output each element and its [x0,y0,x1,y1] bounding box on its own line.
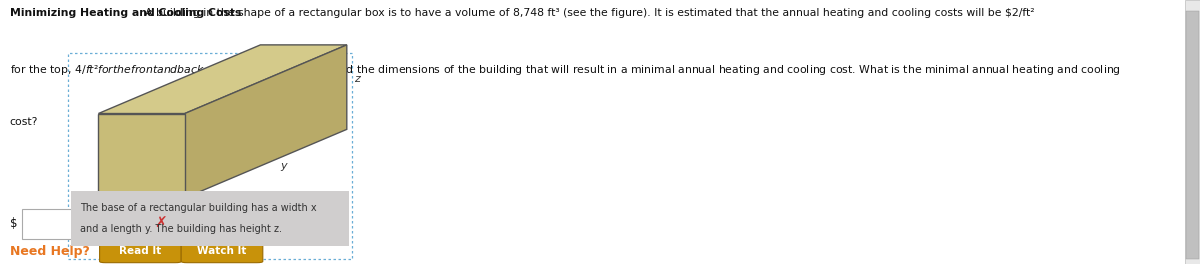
Text: y: y [281,161,287,171]
Text: Watch It: Watch It [197,246,247,256]
FancyBboxPatch shape [100,240,181,263]
Text: A building in the shape of a rectangular box is to have a volume of 8,748 ft³ (s: A building in the shape of a rectangular… [138,8,1034,18]
Text: The base of a rectangular building has a width x: The base of a rectangular building has a… [80,203,317,213]
Text: Need Help?: Need Help? [10,245,90,258]
Text: Read It: Read It [119,246,162,256]
Text: Minimizing Heating and Cooling Costs: Minimizing Heating and Cooling Costs [10,8,241,18]
Polygon shape [98,45,347,114]
FancyBboxPatch shape [71,191,349,246]
FancyBboxPatch shape [1186,0,1200,264]
Bar [68,53,352,259]
Text: cost?: cost? [10,117,38,128]
FancyBboxPatch shape [1187,11,1199,259]
Text: for the top, $4/ft² for the front and back, and $3/ft² for the sides. Find the d: for the top, $4/ft² for the front and ba… [10,63,1121,77]
FancyBboxPatch shape [22,209,139,239]
Text: and a length y. The building has height z.: and a length y. The building has height … [80,224,282,234]
Polygon shape [98,114,185,198]
FancyBboxPatch shape [181,240,263,263]
Polygon shape [185,45,347,198]
Text: z: z [354,74,360,84]
Text: $: $ [10,216,17,230]
Text: ✗: ✗ [155,216,167,230]
